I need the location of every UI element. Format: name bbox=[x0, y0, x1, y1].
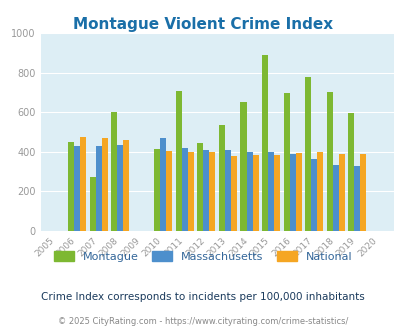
Bar bbox=[102, 138, 108, 231]
Bar bbox=[117, 145, 123, 231]
Bar bbox=[197, 143, 203, 231]
Bar bbox=[267, 152, 273, 231]
Bar bbox=[68, 142, 74, 231]
Bar bbox=[359, 154, 365, 231]
Bar bbox=[111, 112, 117, 231]
Legend: Montague, Massachusetts, National: Montague, Massachusetts, National bbox=[49, 247, 356, 267]
Bar bbox=[252, 154, 258, 231]
Text: © 2025 CityRating.com - https://www.cityrating.com/crime-statistics/: © 2025 CityRating.com - https://www.city… bbox=[58, 317, 347, 326]
Bar bbox=[295, 153, 301, 231]
Bar bbox=[203, 150, 209, 231]
Bar bbox=[80, 137, 86, 231]
Bar bbox=[273, 155, 279, 231]
Text: Crime Index corresponds to incidents per 100,000 inhabitants: Crime Index corresponds to incidents per… bbox=[41, 292, 364, 302]
Bar bbox=[74, 146, 80, 231]
Bar bbox=[160, 138, 166, 231]
Bar bbox=[154, 149, 160, 231]
Bar bbox=[96, 146, 102, 231]
Bar bbox=[347, 113, 353, 231]
Bar bbox=[310, 159, 316, 231]
Bar bbox=[181, 148, 188, 231]
Bar bbox=[240, 102, 246, 231]
Bar bbox=[283, 93, 289, 231]
Bar bbox=[246, 152, 252, 231]
Bar bbox=[289, 154, 295, 231]
Bar bbox=[188, 152, 194, 231]
Bar bbox=[316, 151, 322, 231]
Bar bbox=[123, 140, 129, 231]
Bar bbox=[166, 150, 172, 231]
Bar bbox=[230, 156, 237, 231]
Bar bbox=[332, 165, 338, 231]
Bar bbox=[175, 91, 181, 231]
Bar bbox=[224, 150, 230, 231]
Text: Montague Violent Crime Index: Montague Violent Crime Index bbox=[73, 16, 332, 31]
Bar bbox=[326, 92, 332, 231]
Bar bbox=[209, 152, 215, 231]
Bar bbox=[353, 166, 359, 231]
Bar bbox=[304, 77, 310, 231]
Bar bbox=[218, 125, 224, 231]
Bar bbox=[338, 154, 344, 231]
Bar bbox=[261, 55, 267, 231]
Bar bbox=[90, 177, 96, 231]
